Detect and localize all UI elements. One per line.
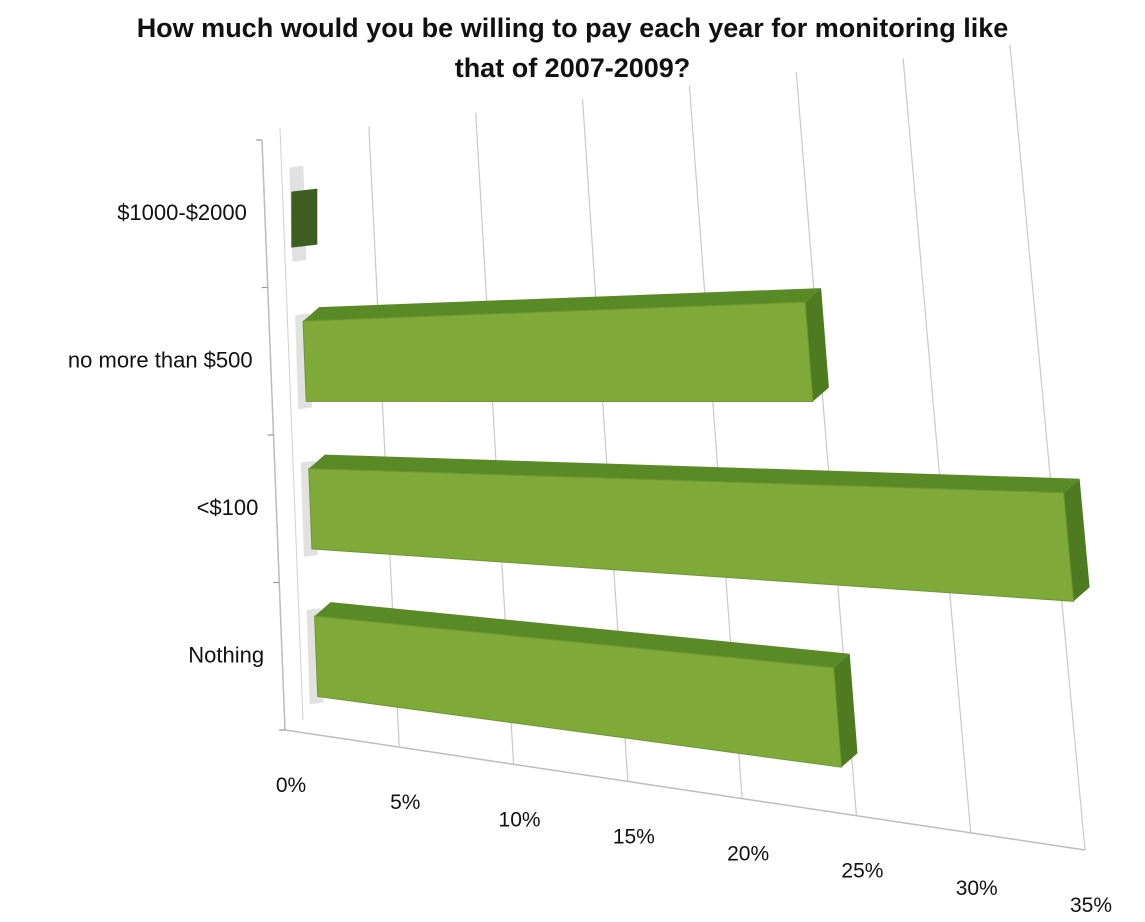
category-label: Nothing <box>188 642 264 667</box>
x-tick-label: 35% <box>1070 894 1112 917</box>
x-tick-label: 25% <box>841 860 883 883</box>
bar-3-top <box>314 602 850 668</box>
x-tick-label: 20% <box>727 843 769 866</box>
chart-title-line-2: that of 2007-2009? <box>454 53 691 83</box>
x-axis-line <box>284 729 1086 851</box>
x-tick-label: 10% <box>499 808 541 831</box>
x-tick-label: 0% <box>276 774 306 797</box>
axes <box>256 127 1086 851</box>
bar-2 <box>308 468 1075 602</box>
chart-title: How much would you be willing to pay eac… <box>0 8 1145 88</box>
bar-3 <box>314 615 843 768</box>
bars <box>289 165 1090 768</box>
bar-1-top <box>303 288 822 322</box>
chart-title-line-1: How much would you be willing to pay eac… <box>136 13 1009 43</box>
x-tick-label: 15% <box>613 825 655 848</box>
bar-2-top <box>308 454 1080 493</box>
bar-2-end <box>1063 478 1090 602</box>
gridline <box>1009 44 1086 851</box>
category-labels: $1000-$2000 no more than $500 <$100 Nothing <box>68 200 264 668</box>
category-label: $1000-$2000 <box>117 200 247 225</box>
gridline <box>902 58 972 833</box>
category-label: no more than $500 <box>68 347 253 372</box>
category-label: <$100 <box>197 495 259 520</box>
x-tick-label: 5% <box>390 791 420 814</box>
wall-edge-line <box>279 127 304 721</box>
x-tick-label: 30% <box>956 877 998 900</box>
x-tick-labels: 0% 5% 10% 15% 20% 25% 30% 35% <box>276 774 1112 917</box>
bar-0 <box>291 188 318 248</box>
bar-1 <box>302 301 814 403</box>
